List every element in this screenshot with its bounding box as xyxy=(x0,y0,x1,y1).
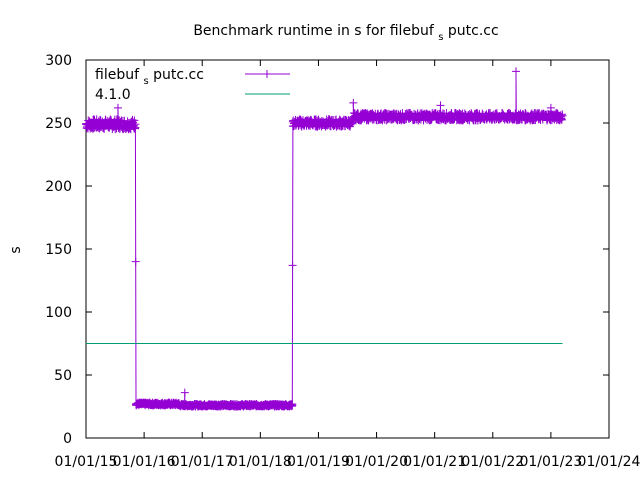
legend-label-filebuf-putc: filebuf s putc.cc xyxy=(95,67,204,87)
legend-marker-filebuf-putc xyxy=(263,70,271,78)
y-tick-label: 300 xyxy=(45,53,72,69)
x-tick-label: 01/01/16 xyxy=(113,454,176,470)
y-tick-label: 0 xyxy=(63,431,72,447)
x-tick-label: 01/01/21 xyxy=(403,454,466,470)
data-point xyxy=(288,261,297,270)
x-tick-label: 01/01/20 xyxy=(345,454,408,470)
data-point xyxy=(512,67,521,76)
x-tick-label: 01/01/19 xyxy=(287,454,350,470)
x-tick-label: 01/01/17 xyxy=(171,454,234,470)
x-tick-label: 01/01/15 xyxy=(55,454,118,470)
data-point xyxy=(288,401,297,410)
data-point xyxy=(131,120,140,129)
data-point xyxy=(558,111,567,120)
data-point xyxy=(349,98,358,107)
x-tick-label: 01/01/23 xyxy=(519,454,582,470)
data-point xyxy=(113,103,122,112)
y-tick-label: 200 xyxy=(45,179,72,195)
data-point xyxy=(120,116,129,125)
legend-label-4-1-0: 4.1.0 xyxy=(95,87,131,103)
y-axis-label: s xyxy=(8,246,24,253)
series-layer xyxy=(82,67,567,411)
data-point xyxy=(130,116,139,125)
y-tick-label: 150 xyxy=(45,242,72,258)
data-point xyxy=(436,101,445,110)
y-tick-label: 100 xyxy=(45,305,72,321)
plot-axes: 05010015020025030001/01/1501/01/1601/01/… xyxy=(45,53,640,470)
data-point xyxy=(131,257,140,266)
data-point xyxy=(180,388,189,397)
y-tick-label: 250 xyxy=(45,116,72,132)
legend: filebuf s putc.cc4.1.0 xyxy=(95,67,290,103)
x-tick-label: 01/01/24 xyxy=(578,454,640,470)
series-markers-filebuf-putc xyxy=(82,67,567,411)
x-tick-label: 01/01/18 xyxy=(229,454,292,470)
x-tick-label: 01/01/22 xyxy=(461,454,524,470)
y-tick-label: 50 xyxy=(54,368,72,384)
chart-title: Benchmark runtime in s for filebuf s put… xyxy=(193,23,498,43)
